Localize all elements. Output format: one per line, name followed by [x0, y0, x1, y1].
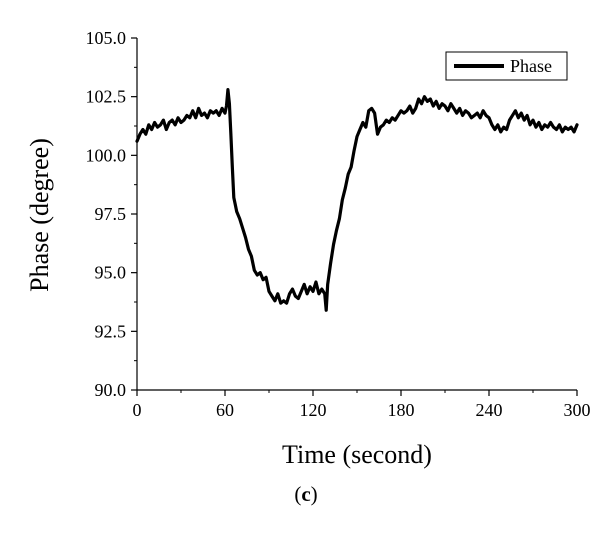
legend: Phase: [445, 51, 568, 81]
tick-marks: [131, 37, 578, 396]
caption-letter: c: [301, 482, 311, 506]
y-tick-label: 102.5: [86, 87, 127, 107]
x-tick-label: 300: [564, 400, 591, 420]
y-tick-label: 95.0: [95, 263, 127, 283]
axes: [136, 38, 577, 391]
tick-labels: 0 60 120 180 240 300 90.0 92.5 95.0 97.5 100.0 102.…: [86, 28, 591, 420]
y-tick-label: 97.5: [95, 204, 127, 224]
x-tick-label: 0: [133, 400, 142, 420]
x-axis-label: Time (second): [282, 440, 432, 469]
x-tick-label: 240: [476, 400, 503, 420]
figure-caption: (c): [0, 482, 612, 507]
series-line-phase: [135, 88, 579, 312]
caption-close-paren: ): [310, 482, 318, 506]
y-tick-label: 92.5: [95, 321, 127, 341]
x-tick-label: 120: [300, 400, 327, 420]
x-tick-label: 180: [388, 400, 415, 420]
series-layer: [135, 88, 579, 312]
x-tick-label: 60: [216, 400, 234, 420]
y-axis-label: Phase (degree): [25, 138, 54, 292]
y-tick-label: 90.0: [95, 380, 127, 400]
caption-open-paren: (: [294, 482, 302, 506]
y-tick-label: 105.0: [86, 28, 127, 48]
legend-label-phase: Phase: [510, 56, 552, 76]
y-tick-label: 100.0: [86, 145, 127, 165]
